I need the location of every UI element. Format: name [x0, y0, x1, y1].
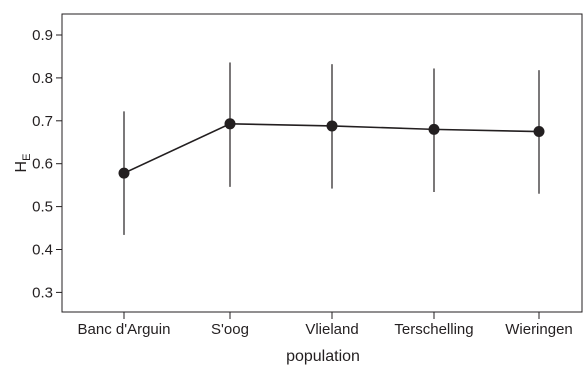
x-tick-label: Terschelling — [394, 321, 473, 338]
y-tick-label: 0.8 — [32, 70, 53, 87]
y-axis-title-subscript: E — [21, 154, 33, 161]
x-tick-label: Vlieland — [305, 321, 358, 338]
x-axis: Banc d'Arguin S'oog Vlieland Terschelling Wi… — [78, 312, 573, 338]
x-tick-label: S'oog — [211, 321, 249, 338]
y-axis-title: HE — [13, 154, 33, 173]
x-tick-label: Wieringen — [505, 321, 573, 338]
data-point — [428, 123, 440, 135]
plot-frame — [61, 13, 583, 313]
y-axis: 0.3 0.4 0.5 0.6 0.7 0.8 0.9 — [32, 27, 62, 301]
error-bars — [123, 62, 540, 235]
x-tick-label: Banc d'Arguin — [78, 321, 171, 338]
y-tick-label: 0.9 — [32, 27, 53, 44]
y-axis-title-main: H — [13, 161, 30, 173]
data-point — [224, 118, 236, 130]
y-tick-label: 0.6 — [32, 156, 53, 173]
x-axis-title: population — [286, 348, 360, 365]
y-tick-label: 0.7 — [32, 113, 53, 130]
data-point — [326, 120, 338, 132]
data-point — [118, 167, 130, 179]
data-point — [533, 126, 545, 138]
y-tick-label: 0.5 — [32, 199, 53, 216]
data-markers — [118, 118, 545, 179]
y-tick-label: 0.3 — [32, 284, 53, 301]
y-tick-label: 0.4 — [32, 242, 53, 259]
